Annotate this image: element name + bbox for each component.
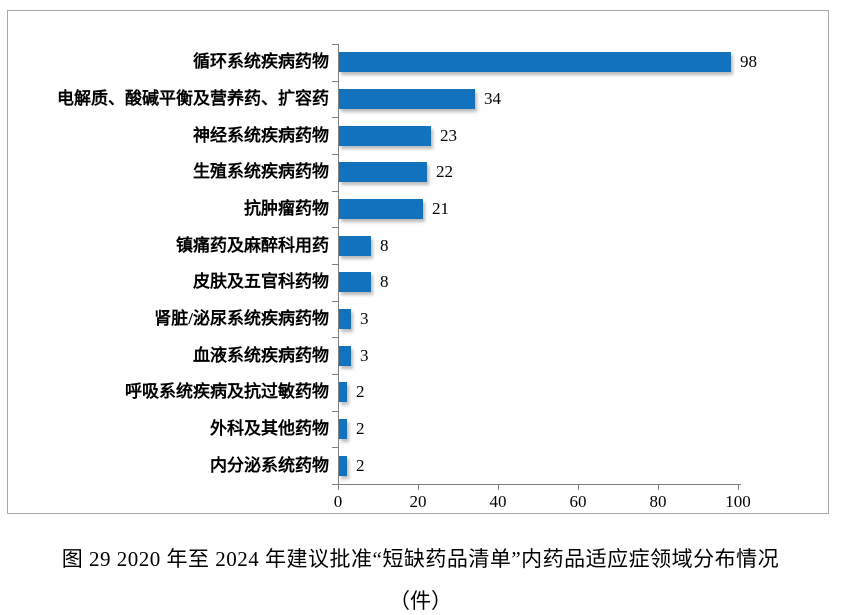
x-axis-tick [658,485,659,490]
x-axis-tick-label: 60 [569,492,587,511]
y-axis-tick [332,117,338,119]
value-label: 2 [356,382,365,402]
x-axis-tick-label: 40 [489,492,507,511]
bar [339,52,731,73]
value-label: 2 [356,455,365,475]
category-label: 外科及其他药物 [210,419,329,438]
category-label: 肾脏/泌尿系统疾病药物 [154,309,329,328]
value-label: 8 [380,235,389,255]
value-label: 23 [440,125,457,145]
category-label: 皮肤及五官科药物 [193,272,329,292]
bar [339,199,423,219]
category-label: 呼吸系统疾病及抗过敏药物 [125,382,329,402]
x-axis-tick-label: 100 [725,492,751,511]
category-label: 神经系统疾病药物 [193,125,329,145]
y-axis-tick [332,227,338,229]
y-axis-tick [332,410,338,412]
y-axis-tick [332,44,338,45]
value-label: 34 [484,89,501,108]
bar [339,455,347,476]
bar [339,419,347,439]
category-label: 抗肿瘤药物 [244,199,329,218]
bar [339,89,475,109]
figure-caption: 图 29 2020 年至 2024 年建议批准“短缺药品清单”内药品适应症领域分… [0,544,841,615]
y-axis-tick [332,80,338,82]
y-axis-tick [332,447,338,449]
bar [339,272,371,293]
bar [339,345,351,366]
value-label: 21 [432,199,449,218]
x-axis-tick [418,485,419,490]
x-axis-tick [738,485,739,490]
y-axis-tick [332,154,338,155]
x-axis-tick [578,485,579,490]
category-label: 电解质、酸碱平衡及营养药、扩容药 [57,89,329,108]
value-label: 3 [360,345,369,365]
x-axis-line [338,484,741,485]
y-axis-line [338,44,339,485]
category-label: 循环系统疾病药物 [193,52,329,72]
y-axis-tick [332,484,338,485]
y-axis-tick [332,337,338,339]
category-label: 血液系统疾病药物 [193,345,329,365]
value-label: 3 [360,309,369,328]
bar [339,382,347,403]
bar [339,162,427,183]
bar [339,235,371,256]
caption-title: 图 29 2020 年至 2024 年建议批准“短缺药品清单”内药品适应症领域分… [61,547,780,571]
y-axis-tick [332,300,338,302]
x-axis-tick-label: 0 [333,492,343,511]
x-axis-tick-label: 20 [409,492,427,511]
value-label: 2 [356,419,365,438]
category-label: 生殖系统疾病药物 [193,162,329,182]
x-axis-tick [338,485,339,490]
y-axis-tick [332,190,338,192]
category-label: 镇痛药及麻醉科用药 [176,235,329,255]
chart-frame: 循环系统疾病药物 98 电解质、酸碱平衡及营养药、扩容药 34 神经系统疾病药物 23 生殖… [7,10,829,514]
y-axis-tick [332,374,338,375]
value-label: 22 [436,162,453,182]
bar [339,309,351,329]
category-label: 内分泌系统药物 [210,455,329,475]
x-axis-tick [498,485,499,490]
y-axis-tick [332,264,338,265]
value-label: 98 [740,52,757,72]
bar [339,125,431,146]
value-label: 8 [380,272,389,292]
x-axis-tick-label: 80 [649,492,667,511]
caption-unit: （件） [389,589,452,613]
bar-chart-plot: 循环系统疾病药物 98 电解质、酸碱平衡及营养药、扩容药 34 神经系统疾病药物 23 生殖… [8,11,828,513]
